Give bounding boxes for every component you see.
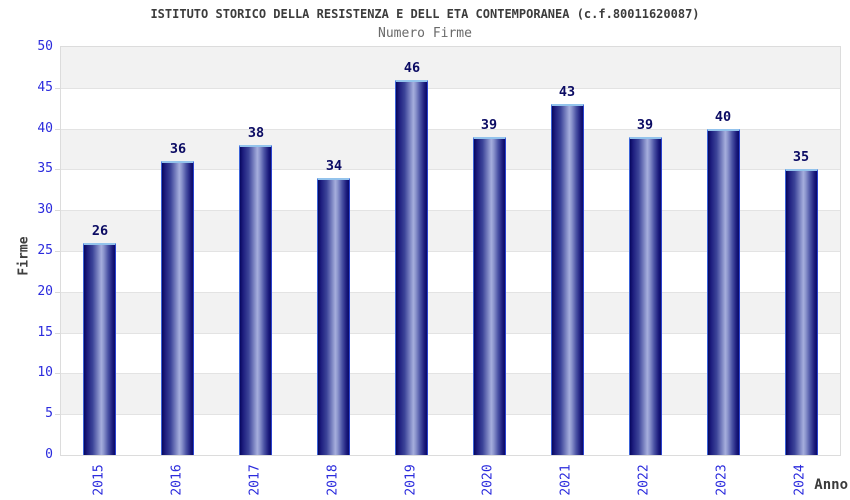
y-axis: 0 5 10 15 20 25 30 35 40 45 50 (0, 39, 53, 462)
gridline (61, 210, 840, 211)
y-tick-label: 40 (37, 121, 53, 136)
bar-2019 (395, 80, 428, 455)
y-tick-label: 15 (37, 325, 53, 340)
y-tick-label: 45 (37, 80, 53, 95)
gridline (61, 251, 840, 252)
x-tick-label: 2016 (169, 464, 185, 496)
y-tickmark (55, 373, 60, 374)
y-tickmark (55, 169, 60, 170)
bar-value-label: 36 (169, 141, 187, 157)
bar-2021 (551, 104, 584, 455)
x-tick-label: 2020 (480, 464, 496, 496)
gridline (61, 88, 840, 89)
gridline (61, 373, 840, 374)
y-tick-label: 20 (37, 284, 53, 299)
x-tick-label: 2019 (403, 464, 419, 496)
bar-value-label: 40 (714, 109, 732, 125)
bar-2016 (161, 161, 194, 455)
bar-2024 (785, 169, 818, 455)
x-tick-label: 2021 (558, 464, 574, 496)
bar-2023 (707, 129, 740, 455)
x-axis-title: Anno (814, 477, 848, 493)
bar-value-label: 46 (403, 60, 421, 76)
plot-area: 26 36 38 34 46 39 43 39 40 35 (55, 46, 841, 456)
y-tick-label: 25 (37, 243, 53, 258)
y-tickmark (55, 129, 60, 130)
y-tickmark (55, 88, 60, 89)
gridline (61, 333, 840, 334)
chart-title: ISTITUTO STORICO DELLA RESISTENZA E DELL… (150, 7, 700, 21)
grid-band (61, 87, 840, 129)
gridline (61, 414, 840, 415)
bar-value-label: 26 (91, 223, 109, 239)
chart-subtitle: Numero Firme (378, 26, 472, 41)
bar-2020 (473, 137, 506, 455)
bar-value-label: 35 (792, 149, 810, 165)
grid-band (61, 47, 840, 88)
y-tickmark (55, 292, 60, 293)
x-tick-label: 2023 (714, 464, 730, 496)
bar-2018 (317, 178, 350, 455)
y-tickmark (55, 251, 60, 252)
bar-value-label: 43 (558, 84, 576, 100)
y-tickmark (55, 414, 60, 415)
bar-2017 (239, 145, 272, 455)
y-tick-label: 30 (37, 202, 53, 217)
gridline (61, 292, 840, 293)
gridline (61, 129, 840, 130)
y-tickmark (55, 210, 60, 211)
y-tick-label: 35 (37, 161, 53, 176)
bar-value-label: 34 (325, 158, 343, 174)
x-tick-label: 2018 (325, 464, 341, 496)
bar-2015 (83, 243, 116, 455)
y-tick-label: 10 (37, 365, 53, 380)
y-tick-label: 50 (37, 39, 53, 54)
bar-value-label: 38 (247, 125, 265, 141)
x-tick-label: 2022 (636, 464, 652, 496)
y-tick-label: 0 (45, 447, 53, 462)
x-axis: 2015 2016 2017 2018 2019 2020 2021 2022 2023 2024 (60, 456, 841, 500)
bar-value-label: 39 (480, 117, 498, 133)
y-tickmark (55, 333, 60, 334)
x-tick-label: 2017 (247, 464, 263, 496)
gridline (61, 169, 840, 170)
bar-value-label: 39 (636, 117, 654, 133)
y-tick-label: 5 (45, 406, 53, 421)
bar-2022 (629, 137, 662, 455)
x-tick-label: 2015 (91, 464, 107, 496)
x-tick-label: 2024 (792, 464, 808, 496)
